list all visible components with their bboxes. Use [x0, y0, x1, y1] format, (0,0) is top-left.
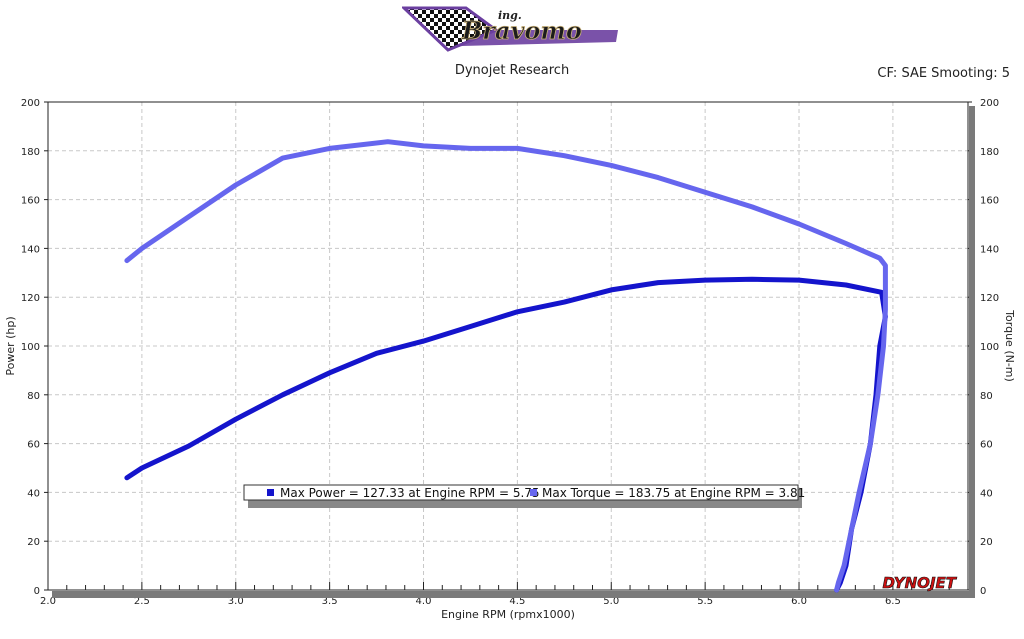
x-axis-label: Engine RPM (rpmx1000) [441, 608, 575, 621]
correction-factor-label: CF: SAE Smooting: 5 [877, 66, 1010, 81]
y-tick-label: 20 [27, 537, 40, 548]
y2-tick-label: 100 [980, 342, 999, 353]
x-tick-label: 2.0 [40, 596, 56, 607]
legend-box [243, 484, 799, 501]
y2-tick-label: 160 [980, 196, 999, 207]
y-tick-label: 40 [27, 488, 40, 499]
legend-swatch-torque [530, 489, 537, 496]
logo-small-text: ing. [498, 9, 522, 22]
series-group [124, 139, 888, 593]
x-tick-label: 3.5 [322, 596, 338, 607]
bottom-shadow [52, 591, 975, 598]
y2-tick-label: 0 [980, 586, 986, 597]
y-tick-label: 0 [34, 586, 40, 597]
y2-tick-label: 140 [980, 244, 999, 255]
chart-subtitle: Dynojet Research [454, 63, 570, 78]
legend-swatch-power [267, 489, 274, 496]
legend-entry-torque: Max Torque = 183.75 at Engine RPM = 3.81 [542, 486, 805, 500]
y2-tick-label: 180 [980, 147, 999, 158]
x-tick-label: 5.0 [603, 596, 619, 607]
y-tick-label: 80 [27, 391, 40, 402]
y-tick-label: 120 [21, 293, 40, 304]
y2-tick-label: 60 [980, 440, 993, 451]
y2-tick-label: 200 [980, 98, 999, 109]
plot-area [48, 102, 968, 590]
y-tick-label: 100 [21, 342, 40, 353]
y2-tick-label: 20 [980, 537, 993, 548]
y-axis-label: Power (hp) [4, 316, 17, 375]
logo-text: Bravomo [461, 16, 582, 45]
y2-tick-label: 120 [980, 293, 999, 304]
axis-ticks: 2.0 2.5 3.0 3.5 4.0 4.5 5.0 5.5 6.0 6.5 0 0 20 20 40 40… [21, 98, 999, 607]
y2-axis-label: Torque (N-m) [1003, 309, 1016, 382]
x-tick-label: 6.5 [885, 596, 901, 607]
axes [47, 101, 975, 598]
legend: Max Power = 127.33 at Engine RPM = 5.75 … [243, 484, 805, 508]
x-tick-label: 2.5 [134, 596, 150, 607]
y-tick-label: 140 [21, 244, 40, 255]
y-tick-label: 200 [21, 98, 40, 109]
dynojet-watermark: DYNOJET [882, 574, 957, 592]
y2-tick-label: 80 [980, 391, 993, 402]
legend-entry-power: Max Power = 127.33 at Engine RPM = 5.75 [280, 486, 540, 500]
y-tick-label: 180 [21, 147, 40, 158]
x-tick-label: 6.0 [791, 596, 807, 607]
bravomo-logo: ing. Bravomo [402, 6, 618, 52]
x-tick-label: 3.0 [228, 596, 244, 607]
y2-tick-label: 40 [980, 488, 993, 499]
x-tick-label: 4.0 [416, 596, 432, 607]
right-shadow [969, 106, 975, 592]
series-line-torque [124, 139, 888, 593]
y-tick-label: 60 [27, 440, 40, 451]
x-tick-label: 4.5 [509, 596, 525, 607]
x-tick-label: 5.5 [697, 596, 713, 607]
y-tick-label: 160 [21, 196, 40, 207]
